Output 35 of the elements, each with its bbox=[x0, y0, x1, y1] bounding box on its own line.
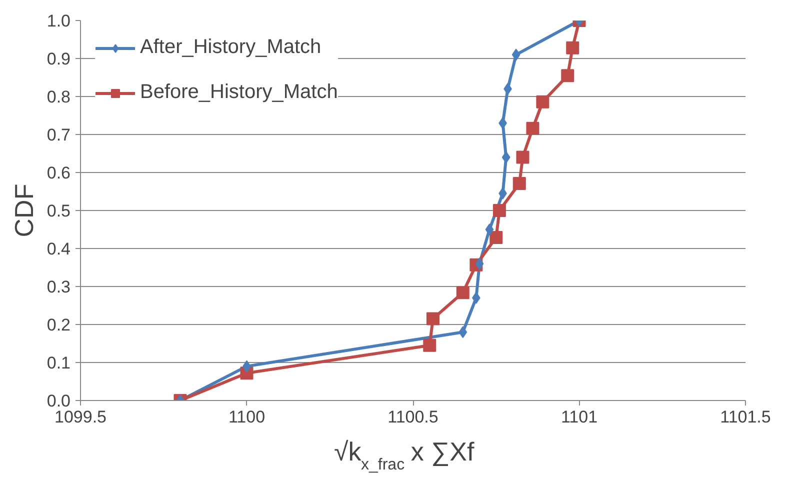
x-tick-label: 1100 bbox=[228, 408, 266, 426]
point bbox=[475, 258, 484, 270]
y-tick-label: 0.6 bbox=[46, 164, 71, 182]
legend-label: Before_History_Match bbox=[140, 80, 338, 105]
point bbox=[536, 95, 550, 108]
y-tick-label: 0.4 bbox=[46, 240, 71, 258]
x-tick-label: 1099.5 bbox=[54, 408, 106, 426]
legend-label: After_History_Match bbox=[140, 35, 322, 60]
point bbox=[490, 230, 503, 244]
y-tick-label: 0.5 bbox=[46, 202, 71, 220]
point bbox=[502, 151, 510, 164]
x-tick-label: 1101 bbox=[560, 408, 598, 426]
y-tick-label: 0.1 bbox=[46, 354, 71, 372]
y-tick-label: 0.3 bbox=[46, 278, 71, 296]
point bbox=[458, 326, 468, 338]
x-tick-label: 1101.5 bbox=[720, 408, 771, 426]
point bbox=[516, 150, 530, 164]
point bbox=[456, 286, 470, 300]
point bbox=[423, 338, 436, 352]
y-tick-label: 0.7 bbox=[46, 126, 71, 144]
point bbox=[492, 204, 506, 217]
y-tick-label: 0.8 bbox=[46, 88, 71, 106]
point bbox=[426, 312, 440, 326]
point bbox=[512, 177, 526, 190]
x-tick-label: 1100.5 bbox=[388, 408, 438, 426]
point bbox=[561, 69, 574, 82]
y-axis-title: CDF bbox=[8, 184, 39, 238]
point bbox=[526, 122, 540, 135]
y-tick-label: 0.9 bbox=[46, 50, 71, 68]
point bbox=[566, 41, 580, 54]
y-tick-label: 0.0 bbox=[46, 392, 71, 410]
point bbox=[485, 224, 494, 236]
point bbox=[512, 48, 520, 61]
y-tick-label: 0.2 bbox=[46, 316, 71, 334]
y-tick-label: 1.0 bbox=[46, 12, 71, 30]
